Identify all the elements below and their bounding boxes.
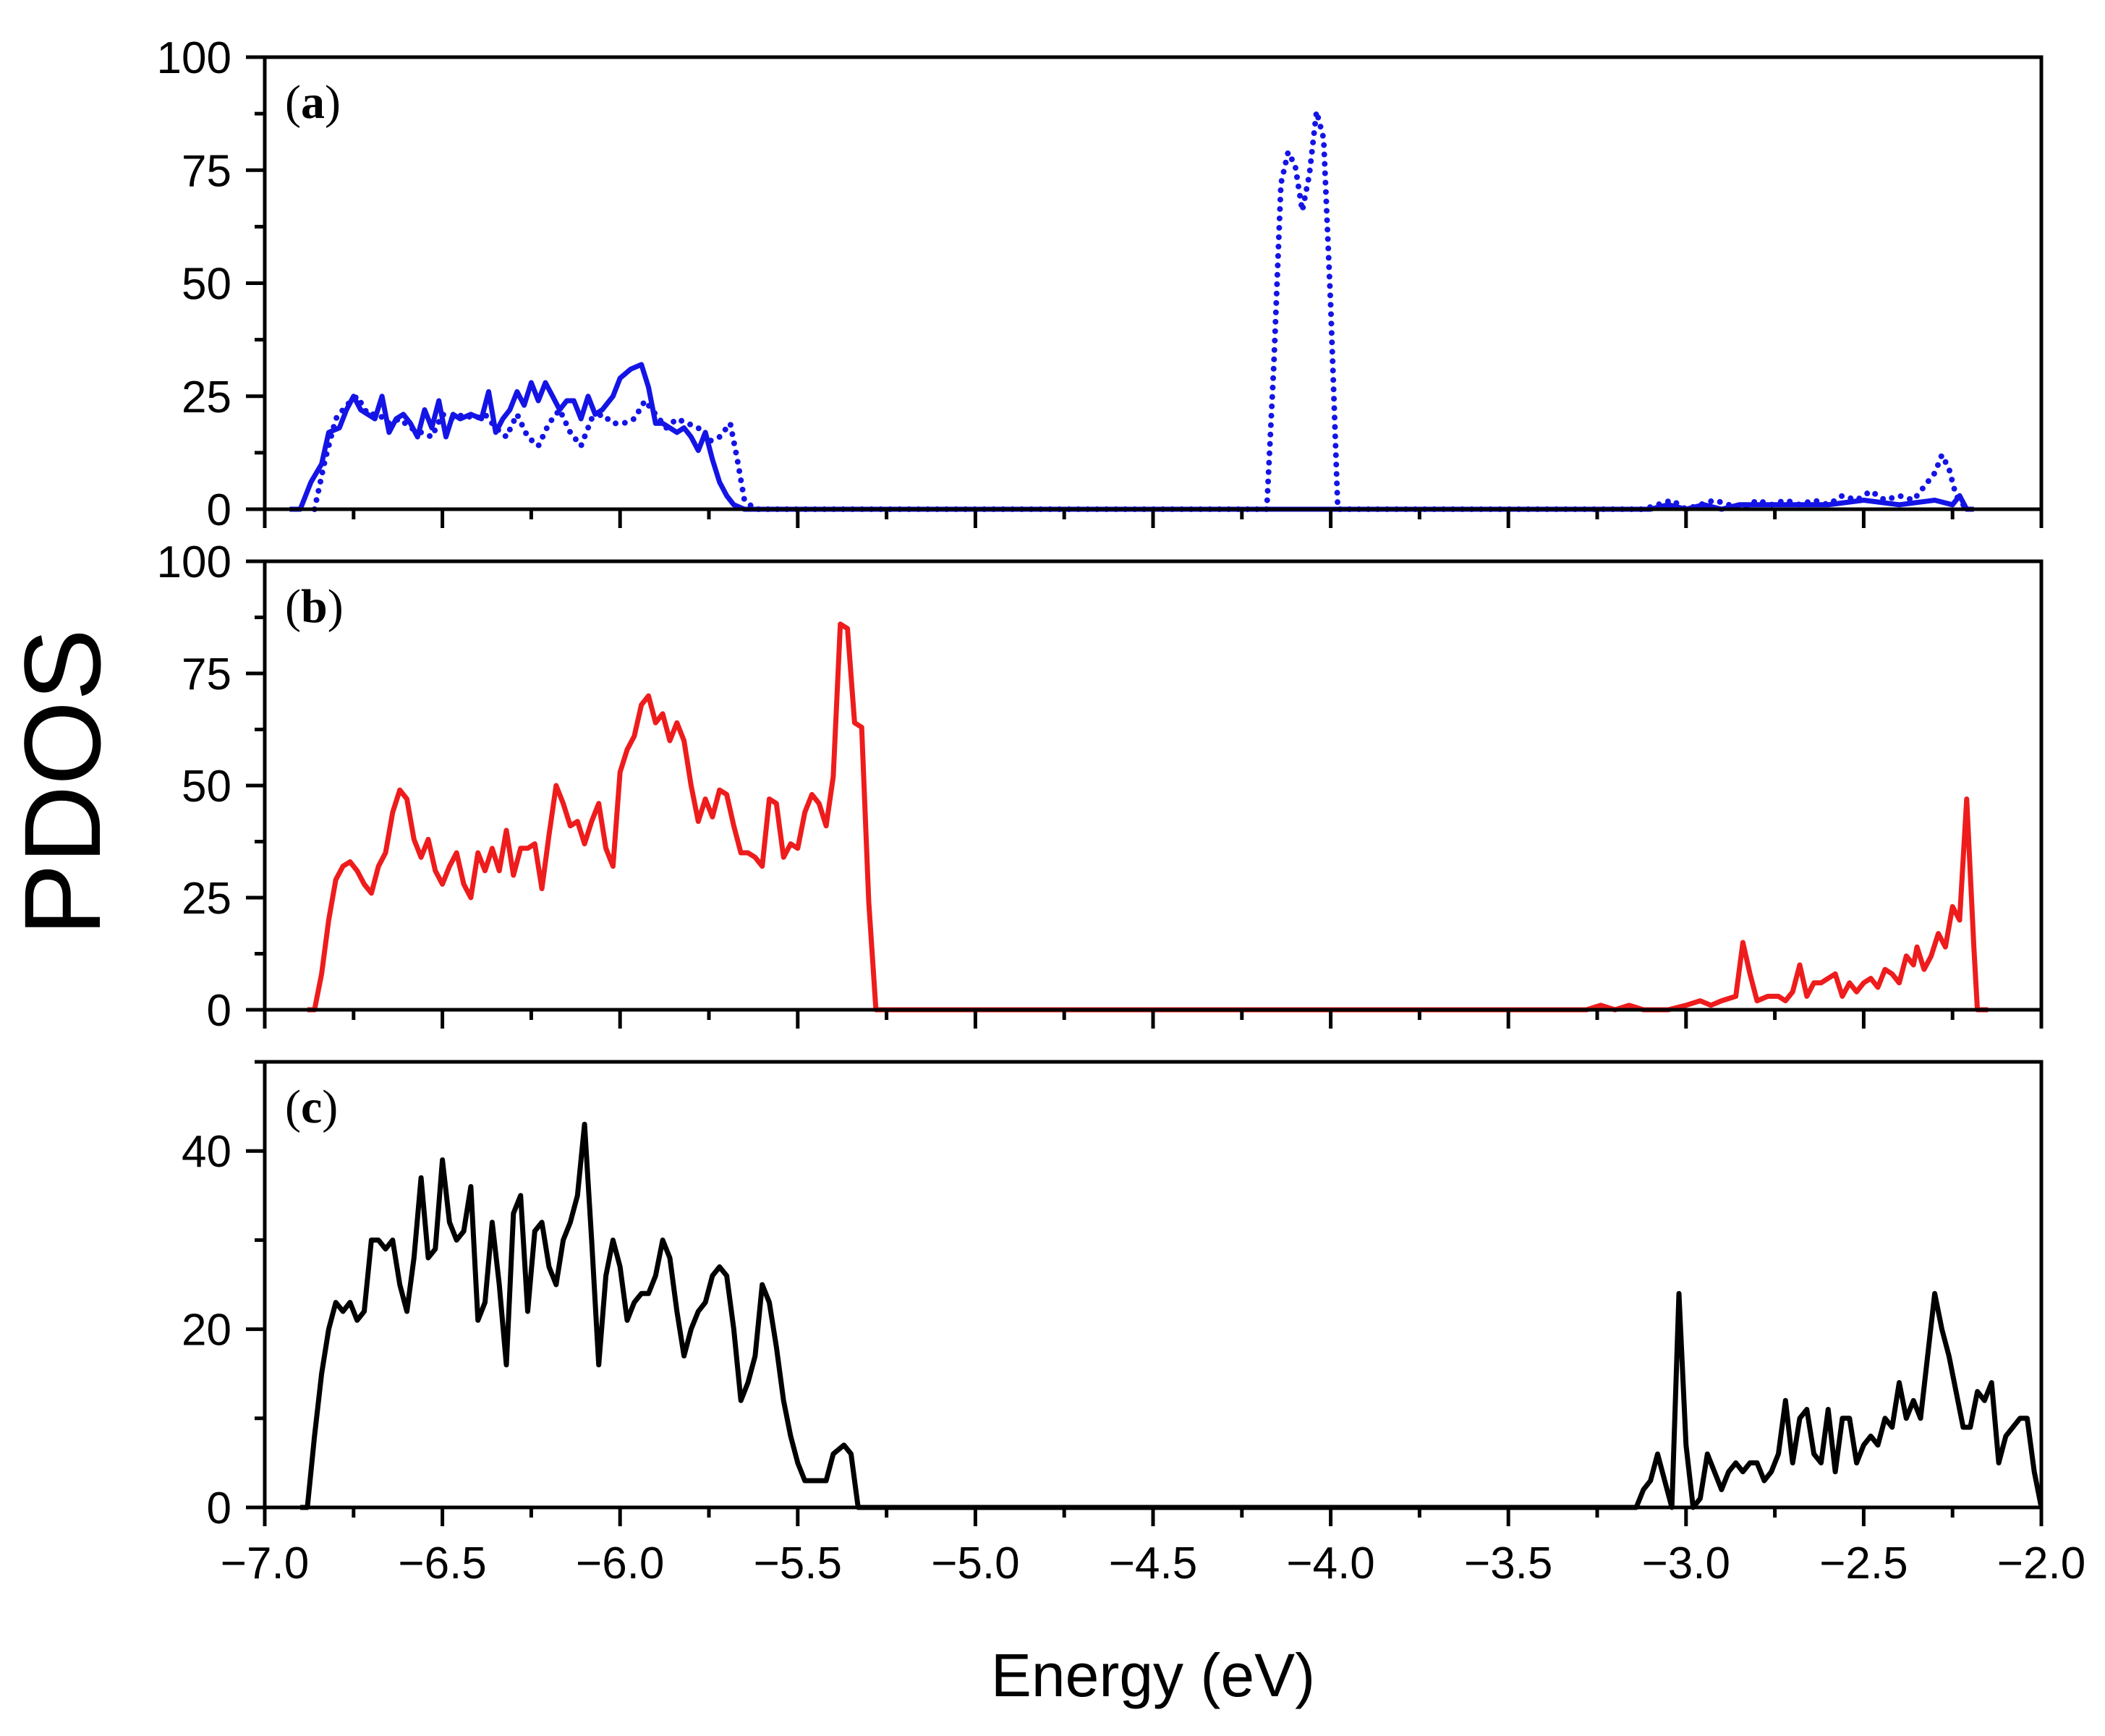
panel-label-a: (a)	[285, 76, 341, 129]
x-tick-label: −4.0	[1286, 1539, 1374, 1588]
panel-a: 0 25 50 75 100 (a)	[157, 33, 2044, 535]
x-tick-label: −3.5	[1464, 1539, 1552, 1588]
y-tick-label: 100	[157, 537, 231, 587]
x-tick-label: −5.5	[754, 1539, 842, 1588]
x-axis-title: Energy (eV)	[991, 1641, 1315, 1709]
y-tick-label: 75	[182, 650, 231, 699]
y-axis-title: PDOS	[1, 629, 123, 936]
y-tick-label: 75	[182, 146, 231, 196]
x-tick-label: −7.0	[221, 1539, 309, 1588]
x-tick-label: −6.5	[398, 1539, 486, 1588]
y-tick-label: 25	[182, 874, 231, 924]
panel-b: 0 25 50 75 100 (b)	[157, 537, 2044, 1036]
series-line-c-solid	[300, 1121, 2041, 1510]
panel-label-b: (b)	[285, 580, 344, 633]
y-tick-label: 0	[207, 986, 231, 1036]
x-tick-label: −4.5	[1109, 1539, 1197, 1588]
y-tick-label: 0	[207, 485, 231, 535]
y-tick-label: 0	[207, 1484, 231, 1533]
panel-c: 0 20 40 (c)	[182, 1060, 2044, 1533]
y-tick-label: 50	[182, 260, 231, 310]
x-tick-label: −2.0	[1997, 1539, 2085, 1588]
x-tick-label: −5.0	[931, 1539, 1019, 1588]
y-tick-label: 25	[182, 373, 231, 422]
panel-label-c: (c)	[285, 1081, 338, 1133]
y-tick-label: 50	[182, 762, 231, 812]
y-tick-label: 100	[157, 33, 231, 83]
x-tick-label: −2.5	[1819, 1539, 1908, 1588]
x-tick-label: −6.0	[576, 1539, 664, 1588]
x-tick-label: −3.0	[1642, 1539, 1730, 1588]
panel-frame-b	[263, 559, 2044, 1012]
y-tick-label: 40	[182, 1127, 231, 1177]
y-tick-label: 20	[182, 1306, 231, 1356]
series-line-b-solid	[307, 621, 1989, 1013]
series-line-a-dotted	[311, 109, 1973, 512]
